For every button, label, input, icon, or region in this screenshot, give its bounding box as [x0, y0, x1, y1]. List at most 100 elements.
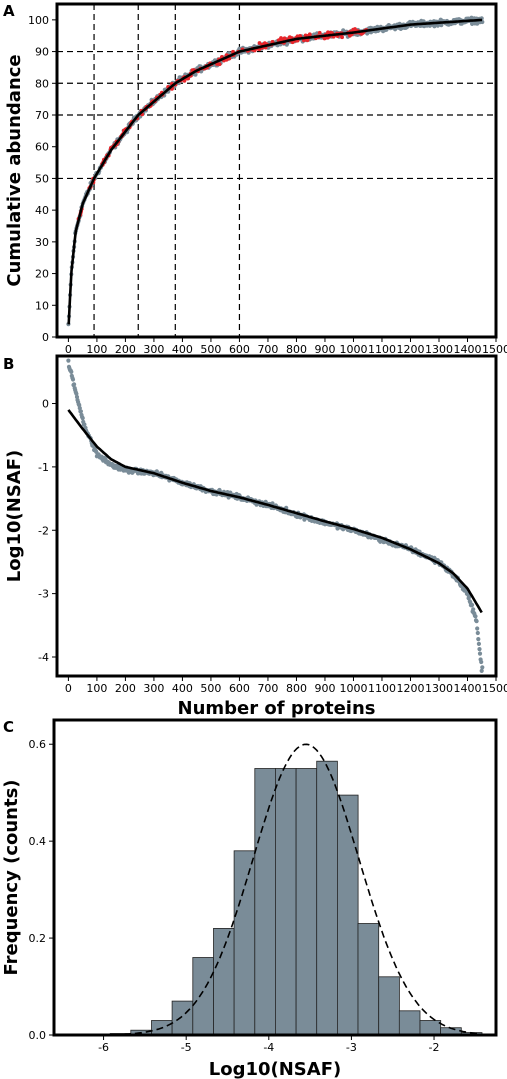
panel-b-point	[70, 377, 76, 382]
panel-a-point	[439, 23, 444, 28]
panel-a-x-tick-label: 1100	[368, 343, 396, 356]
panel-b-point	[66, 358, 71, 363]
panel-a-x-tick-label: 1400	[453, 343, 481, 356]
panel-a-highlight-point	[348, 33, 352, 38]
panel-a-highlight-point	[326, 30, 330, 35]
panel-b-point	[78, 409, 83, 414]
panel-a-highlight-point	[317, 30, 322, 35]
panel-c-bar	[419, 1020, 442, 1036]
panel-b-x-tick-label: 400	[172, 682, 193, 695]
panel-b-letter: B	[3, 355, 14, 373]
panel-b-point	[470, 602, 475, 608]
panel-a-x-tick-label: 900	[314, 343, 335, 356]
panel-a-x-tick-label: 400	[172, 343, 193, 356]
panel-c-bar	[316, 760, 338, 1036]
panel-a-highlight-point	[257, 41, 262, 45]
panel-b-y-tick-label: -4	[38, 651, 49, 664]
panel-c-y-tick-label: 0.2	[29, 932, 47, 945]
panel-c-bar	[357, 923, 380, 1036]
panel-b-x-tick-label: 800	[286, 682, 307, 695]
panel-c-density-curve	[68, 743, 481, 1036]
panel-c-x-tick-label: -3	[346, 1041, 357, 1054]
panel-c-x-tick-label: -4	[263, 1041, 274, 1054]
panel-c-bar	[295, 768, 318, 1036]
panel-a-x-tick-label: 800	[286, 343, 307, 356]
panel-a-x-tick-label: 0	[65, 343, 72, 356]
panel-a-y-tick-label: 10	[35, 299, 49, 312]
panel-b-x-tick-label: 200	[115, 682, 136, 695]
panel-b-x-tick-label: 1100	[368, 682, 396, 695]
panel-b-point	[476, 637, 481, 642]
panel-c-y-tick-label: 0.4	[29, 835, 47, 848]
panel-a-highlight-points	[76, 27, 369, 221]
panel-c-bars	[68, 760, 483, 1037]
panel-a-highlight-point	[353, 27, 357, 31]
panel-a-x-tick-label: 700	[257, 343, 278, 356]
panel-c-x-tick-label: -6	[98, 1041, 109, 1054]
panel-c-x-tick-label: -5	[181, 1041, 192, 1054]
panel-b-x-tick-label: 100	[86, 682, 107, 695]
panel-b-x-tick-label: 1400	[453, 682, 481, 695]
panel-a-x-tick-label: 500	[200, 343, 221, 356]
panel-a-point	[193, 72, 198, 77]
panel-b-x-tick-label: 1000	[339, 682, 367, 695]
panel-b-x-tick-label: 1200	[396, 682, 424, 695]
panel-a-x-tick-label: 100	[86, 343, 107, 356]
panel-a-highlight-point	[282, 36, 287, 41]
panel-b-x-tick-label: 0	[65, 682, 72, 695]
panel-b-x-tick-label: 1500	[482, 682, 507, 695]
panel-a-y-tick-label: 90	[35, 46, 49, 59]
panel-a-x-tick-label: 600	[229, 343, 250, 356]
panel-a-y-tick-label: 60	[35, 141, 49, 154]
panel-a-highlight-point	[340, 35, 344, 40]
panel-c-bar	[192, 957, 214, 1036]
panel-b-y-tick-label: -1	[38, 461, 49, 474]
panel-b-x-tick-label: 300	[143, 682, 164, 695]
panel-b-y-tick-label: 0	[42, 398, 49, 411]
panel-c-bar	[336, 794, 359, 1036]
panel-a-y-tick-label: 80	[35, 77, 49, 90]
panel-a-letter: A	[3, 2, 15, 20]
panel-b-point	[80, 416, 85, 421]
panel-b-point	[82, 422, 87, 427]
panel-a-highlight-point	[295, 34, 300, 39]
panel-a-x-tick-label: 1200	[396, 343, 424, 356]
panel-b-point	[72, 382, 77, 387]
panel-b-point	[77, 406, 82, 411]
panel-b-x-tick-label: 500	[200, 682, 221, 695]
panel-a-x-tick-label: 1000	[339, 343, 367, 356]
panel-a-y-axis-label: Cumulative abundance	[4, 54, 25, 286]
panel-c-bar	[274, 768, 297, 1036]
panel-b-x-tick-label: 700	[257, 682, 278, 695]
panel-b-point	[475, 626, 480, 631]
panel-b-y-axis-label: Log10(NSAF)	[4, 450, 25, 582]
panel-a-highlight-point	[217, 62, 222, 67]
panel-a-highlight-point	[322, 36, 327, 41]
panel-b-point	[475, 630, 480, 636]
panel-a-y-tick-label: 50	[35, 172, 49, 185]
panel-a-frame	[55, 2, 498, 339]
panel-b-point	[477, 651, 483, 656]
panel-a-x-tick-label: 200	[115, 343, 136, 356]
panel-c-bar	[171, 1000, 194, 1036]
panel-a-highlight-point	[279, 36, 283, 40]
panel-b-point	[473, 614, 478, 619]
panel-c-frame	[52, 718, 498, 1037]
panel-b-x-tick-label: 900	[314, 682, 335, 695]
panel-b-frame	[55, 354, 498, 678]
panel-b-point	[479, 668, 484, 674]
panel-b-y-tick-label: -2	[38, 524, 49, 537]
panel-a-y-tick-label: 70	[35, 109, 49, 122]
panel-a-x-tick-label: 300	[143, 343, 164, 356]
panel-a-y-tick-label: 40	[35, 204, 49, 217]
panel-b-point	[69, 369, 74, 374]
panel-a-y-tick-label: 100	[28, 14, 49, 27]
panel-c-bar	[233, 850, 256, 1036]
panel-b-points	[66, 358, 485, 674]
panel-c-letter: C	[3, 718, 14, 736]
panel-a-fit-line	[67, 18, 483, 325]
panel-c-y-axis-label: Frequency (counts)	[1, 779, 22, 975]
panel-b-point	[74, 391, 79, 396]
panel-b-point	[471, 607, 476, 612]
